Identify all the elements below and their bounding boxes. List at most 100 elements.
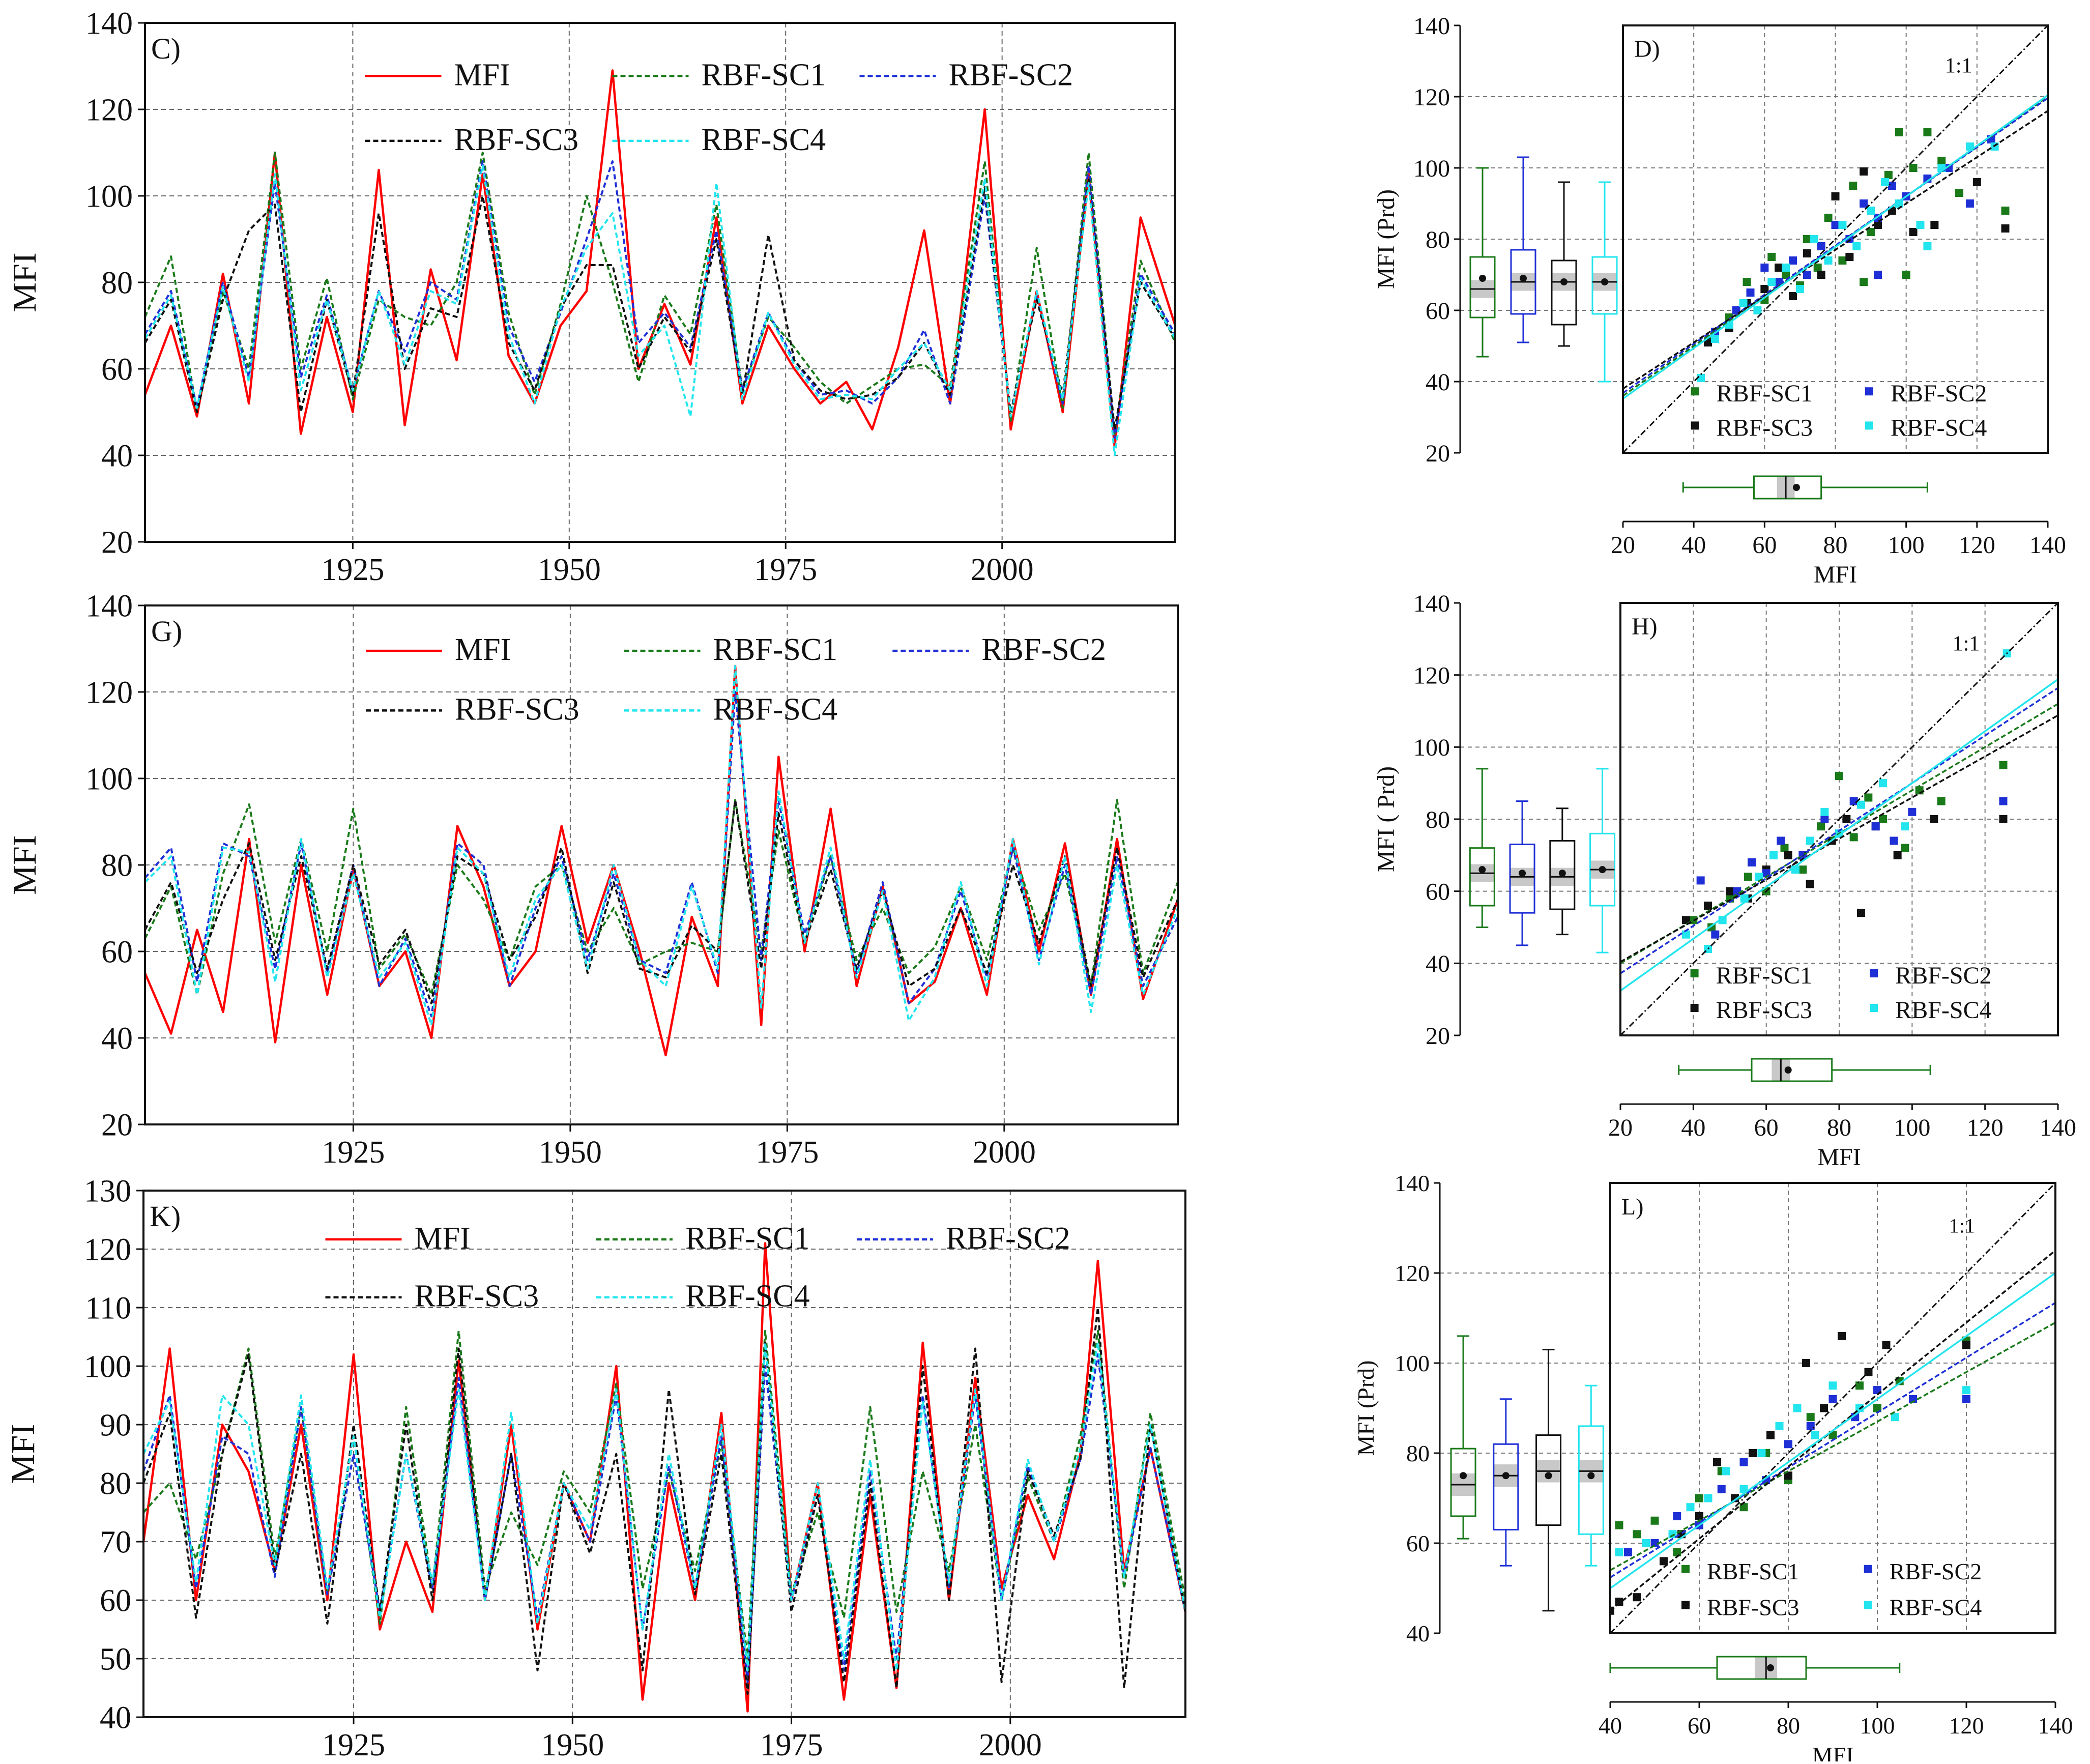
panel-label: D) (1634, 36, 1660, 63)
mean-dot (1599, 866, 1606, 874)
fit-line-rbf-sc4 (1610, 1272, 2055, 1589)
legend-marker-rbf-sc3 (1691, 421, 1699, 430)
legend-label-rbf-sc1: RBF-SC1 (713, 632, 838, 667)
y-tick-label: 140 (1395, 1170, 1430, 1196)
point-rbf-sc4 (1710, 335, 1719, 343)
ratio-label: 1:1 (1953, 632, 1980, 656)
boxplot-rbf-sc4 (1578, 1384, 1604, 1567)
legend-label-rbf-sc3: RBF-SC3 (414, 1279, 539, 1314)
legend-label-rbf-sc2: RBF-SC2 (1891, 380, 1987, 407)
box (1469, 256, 1496, 319)
y-axis-label: MFI (Prd) (1353, 1361, 1379, 1456)
boxplot-mfi-horizontal (1609, 1656, 1901, 1680)
x-tick-label: 120 (1967, 1114, 2004, 1141)
point-rbf-sc2 (1820, 815, 1829, 823)
y-tick-label: 40 (1406, 1621, 1430, 1646)
box (1578, 1425, 1604, 1535)
y-tick-label: 140 (85, 589, 133, 624)
point-rbf-sc1 (1849, 833, 1858, 842)
point-rbf-sc1 (1937, 157, 1946, 165)
x-tick-label: 1925 (321, 553, 384, 587)
y-axis-label: MFI (5, 1424, 42, 1484)
legend-label-rbf-sc4: RBF-SC4 (1895, 997, 1991, 1024)
legend-marker-rbf-sc1 (1690, 969, 1699, 977)
y-tick-label: 80 (1426, 226, 1450, 253)
legend-marker-rbf-sc3 (1681, 1601, 1690, 1609)
plot-area (1623, 25, 2048, 453)
point-rbf-sc4 (1767, 278, 1776, 286)
point-rbf-sc4 (1828, 1381, 1837, 1390)
series-line-rbf-sc4 (142, 1342, 1186, 1671)
point-rbf-sc4 (1755, 873, 1763, 881)
legend-label-rbf-sc3: RBF-SC3 (455, 692, 579, 727)
scatter-panel-L: L) 1:1 RBF-SC1 RBF-SC2 RBF-SC3 RBF-SC4 40 60 80 1… (1353, 1170, 2073, 1764)
boxplot-rbf-sc3 (1549, 807, 1576, 936)
x-tick-label: 2000 (973, 1135, 1036, 1170)
mean-dot (1478, 866, 1486, 874)
y-tick-label: 100 (1413, 155, 1450, 182)
x-tick-label: 80 (1777, 1713, 1800, 1739)
point-rbf-sc3 (1817, 271, 1825, 279)
point-rbf-sc1 (1860, 278, 1868, 286)
y-tick-label: 40 (1426, 950, 1450, 977)
legend-label-rbf-sc1: RBF-SC1 (1707, 1558, 1799, 1584)
point-rbf-sc2 (1746, 288, 1755, 297)
plot-frame (1622, 24, 2049, 454)
mean-dot (1560, 278, 1568, 285)
point-rbf-sc2 (1965, 199, 1974, 208)
legend-label-rbf-sc4: RBF-SC4 (702, 123, 826, 157)
boxplot-rbf-sc3 (1535, 1348, 1562, 1612)
boxplot-mfi-horizontal (1682, 475, 1928, 500)
x-axis-label: MFI (1814, 561, 1857, 588)
point-rbf-sc4 (1757, 1449, 1766, 1457)
plot-frame (1619, 602, 2059, 1036)
y-tick-label: 100 (1395, 1350, 1430, 1376)
point-rbf-sc3 (1615, 1598, 1623, 1606)
plot-frame (1609, 1182, 2056, 1634)
point-rbf-sc1 (1824, 214, 1833, 222)
x-tick-label: 20 (1611, 532, 1635, 559)
mean-dot (1587, 1472, 1595, 1480)
point-rbf-sc2 (1888, 182, 1896, 190)
fit-line-rbf-sc2 (1620, 687, 2058, 974)
point-rbf-sc3 (1842, 815, 1851, 823)
box (1551, 259, 1577, 326)
scatter-panel-H: H) 1:1 RBF-SC1 RBF-SC2 RBF-SC3 RBF-SC4 20 40 60 8… (1373, 590, 2076, 1171)
point-rbf-sc3 (1882, 1341, 1891, 1349)
point-rbf-sc1 (1650, 1516, 1659, 1525)
legend-label-rbf-sc4: RBF-SC4 (1890, 1595, 1982, 1621)
mean-dot (1792, 484, 1800, 491)
y-tick-label: 130 (84, 1174, 131, 1209)
point-rbf-sc4 (1725, 321, 1733, 329)
point-rbf-sc1 (1838, 256, 1847, 265)
point-rbf-sc1 (1798, 865, 1807, 874)
box (1450, 1448, 1476, 1517)
legend-label-rbf-sc1: RBF-SC1 (702, 57, 826, 92)
y-tick-label: 60 (1426, 878, 1450, 905)
fit-line-rbf-sc2 (1623, 97, 2048, 394)
point-rbf-sc4 (1793, 1404, 1802, 1412)
x-tick-label: 40 (1599, 1713, 1622, 1739)
scatter-panel-D: D) 1:1 RBF-SC1 RBF-SC2 RBF-SC3 RBF-SC4 20 40 60 8… (1373, 13, 2066, 588)
point-rbf-sc4 (1852, 242, 1861, 250)
point-rbf-sc2 (1760, 264, 1769, 272)
point-rbf-sc1 (1902, 271, 1910, 279)
point-rbf-sc3 (1660, 1557, 1668, 1566)
point-rbf-sc1 (1999, 761, 2008, 769)
fit-line-rbf-sc2 (1610, 1302, 2055, 1578)
point-rbf-sc2 (1711, 930, 1720, 939)
x-tick-label: 140 (2038, 1713, 2073, 1739)
point-rbf-sc3 (1806, 880, 1814, 888)
y-tick-label: 80 (100, 1467, 131, 1501)
x-tick-label: 100 (1888, 532, 1925, 559)
point-rbf-sc2 (1849, 797, 1858, 805)
point-rbf-sc3 (1610, 1606, 1614, 1615)
point-rbf-sc1 (1955, 189, 1964, 197)
point-rbf-sc2 (1696, 876, 1705, 885)
point-rbf-sc3 (1760, 285, 1769, 293)
x-tick-label: 1950 (541, 1728, 604, 1761)
legend-label-rbf-sc2: RBF-SC2 (1890, 1558, 1982, 1584)
fit-line-rbf-sc4 (1620, 678, 2058, 992)
one-to-one-line (1623, 25, 2048, 453)
point-rbf-sc4 (1686, 1503, 1695, 1512)
